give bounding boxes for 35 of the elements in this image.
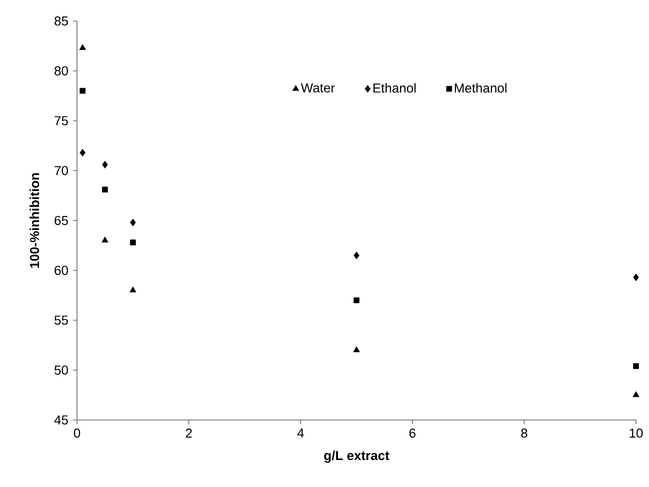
legend-label: Water [300, 83, 335, 92]
point [130, 240, 136, 246]
y-tick-label: 70 [54, 166, 68, 176]
point [354, 252, 360, 260]
y-tick-label: 50 [54, 366, 68, 375]
legend-label: Methanol [454, 83, 506, 93]
x-tick-label: 6 [409, 428, 416, 438]
point [80, 148, 86, 156]
y-tick-label: 55 [54, 316, 68, 325]
x-tick-label: 10 [630, 428, 643, 438]
y-tick-label: 80 [54, 66, 68, 76]
point [633, 274, 639, 282]
x-tick-label: 8 [521, 428, 528, 438]
point [633, 363, 639, 370]
point [102, 186, 108, 192]
point [130, 218, 136, 226]
point [102, 160, 108, 168]
y-tick-label: 60 [54, 266, 68, 275]
y-tick-label: 85 [54, 16, 68, 26]
point [80, 88, 86, 94]
y-tick-label: 65 [54, 216, 68, 226]
y-tick-label: 45 [54, 415, 68, 425]
y-axis-title: 100-%inhibition [30, 173, 40, 268]
x-tick-label: 4 [297, 428, 304, 438]
point [632, 391, 640, 398]
x-tick-label: 2 [186, 428, 192, 438]
point [354, 297, 360, 304]
legend-label: Ethanol [373, 83, 416, 93]
point [130, 286, 136, 292]
point [79, 44, 86, 50]
x-tick-label: 0 [74, 428, 80, 438]
y-tick-label: 75 [54, 116, 68, 126]
x-axis-title: g/L extract [324, 450, 390, 463]
point [102, 236, 108, 242]
point [353, 346, 360, 352]
